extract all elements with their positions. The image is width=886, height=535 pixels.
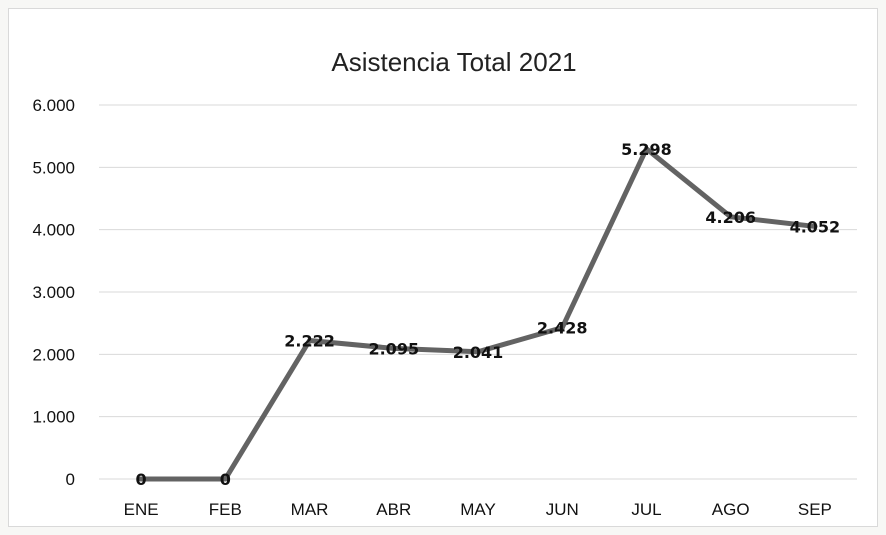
x-tick-label: MAR	[291, 500, 329, 519]
chart-frame: Asistencia Total 2021 0 1.000 2.000 3.000 4.…	[8, 8, 878, 527]
data-point	[307, 337, 313, 343]
x-tick-label: ABR	[376, 500, 411, 519]
data-point	[138, 476, 144, 482]
y-tick-label: 4.000	[32, 221, 75, 240]
y-axis-tick-labels: 0 1.000 2.000 3.000 4.000 5.000 6.000	[32, 96, 75, 489]
y-tick-label: 2.000	[32, 345, 75, 364]
data-point	[559, 325, 565, 331]
y-tick-label: 6.000	[32, 96, 75, 115]
x-tick-label: AGO	[712, 500, 750, 519]
x-tick-label: MAY	[460, 500, 496, 519]
data-point	[812, 223, 818, 229]
y-tick-label: 1.000	[32, 408, 75, 427]
data-labels: 0 0 2.222 2.095 2.041 2.428 5.298 4.206 4.052	[136, 140, 841, 489]
x-tick-label: JUN	[546, 500, 579, 519]
data-point	[391, 345, 397, 351]
data-point	[475, 349, 481, 355]
data-label: 2.222	[284, 331, 335, 350]
data-point	[643, 146, 649, 152]
line-chart: Asistencia Total 2021 0 1.000 2.000 3.000 4.…	[32, 47, 857, 519]
x-tick-label: SEP	[798, 500, 832, 519]
data-label: 2.428	[537, 319, 588, 338]
y-tick-label: 0	[66, 470, 75, 489]
data-label: 2.041	[453, 343, 504, 362]
x-tick-label: FEB	[209, 500, 242, 519]
data-label: 2.095	[368, 339, 419, 358]
gridlines	[99, 104, 857, 480]
x-axis-tick-labels: ENE FEB MAR ABR MAY JUN JUL AGO SEP	[124, 500, 832, 519]
x-tick-label: ENE	[124, 500, 159, 519]
data-label: 0	[220, 470, 231, 489]
series-line	[138, 146, 818, 482]
series-layer	[138, 146, 818, 482]
data-label: 0	[136, 470, 147, 489]
y-tick-label: 3.000	[32, 283, 75, 302]
data-label: 4.206	[705, 208, 756, 227]
y-tick-label: 5.000	[32, 158, 75, 177]
x-tick-label: JUL	[631, 500, 661, 519]
data-point	[222, 476, 228, 482]
data-point	[728, 214, 734, 220]
chart-title: Asistencia Total 2021	[331, 47, 576, 77]
data-label: 4.052	[790, 217, 841, 236]
data-label: 5.298	[621, 140, 672, 159]
